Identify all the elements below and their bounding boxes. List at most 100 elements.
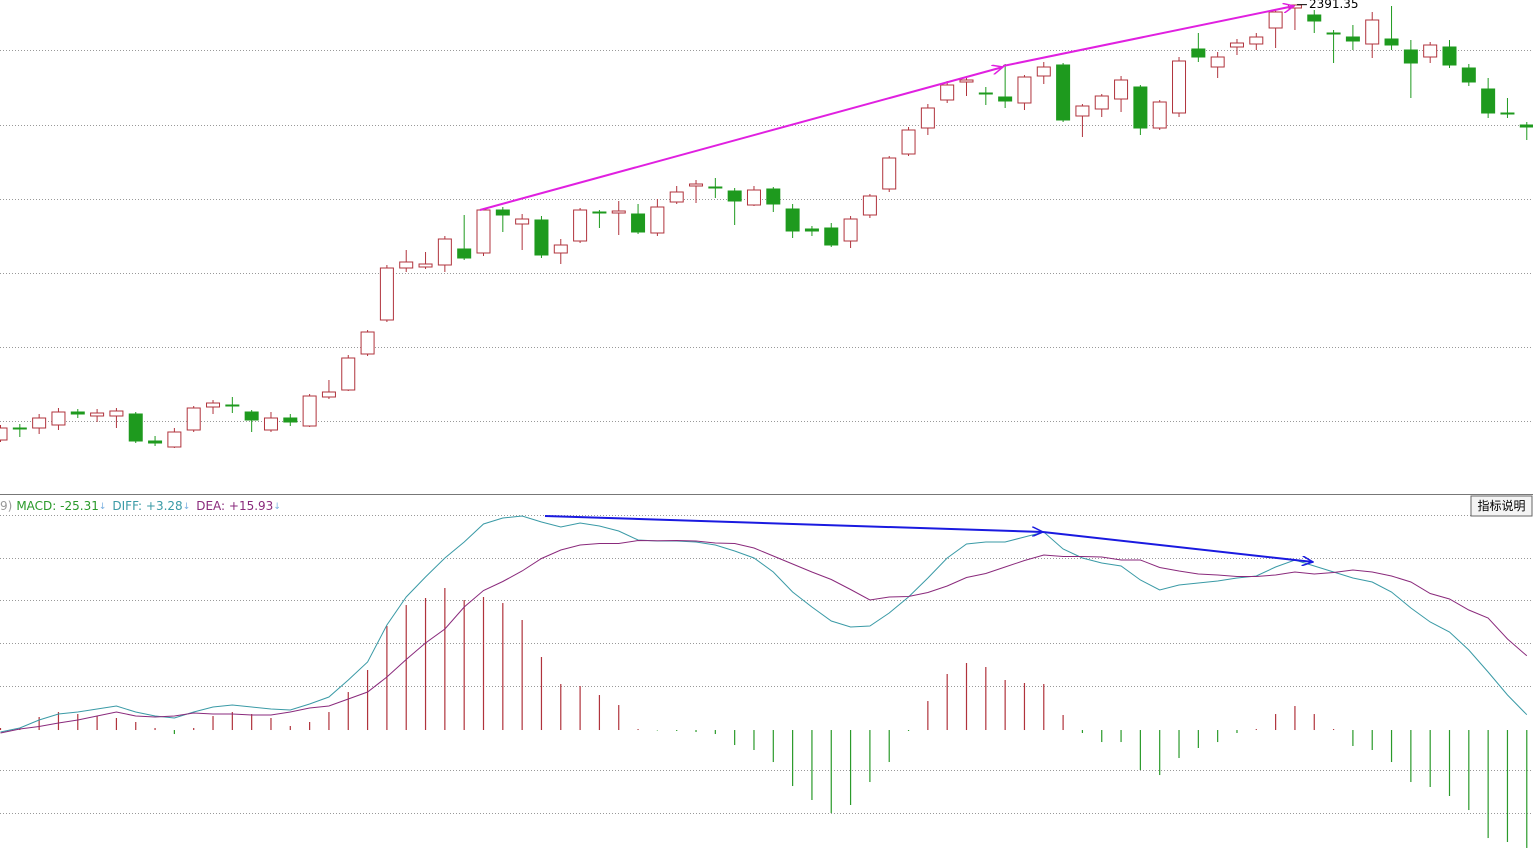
candle-body (167, 431, 182, 448)
button-frame[interactable] (1470, 495, 1533, 517)
divergence-arrow (1042, 531, 1313, 562)
candle-body (592, 211, 607, 214)
candle-body (1172, 60, 1187, 114)
candle-body (418, 263, 433, 268)
candle-body (1017, 76, 1032, 104)
candle-body (90, 412, 105, 417)
candle-body (495, 209, 510, 216)
header-arrow: ↓ (99, 502, 107, 512)
candle-body (804, 228, 819, 232)
candle-body (882, 157, 897, 190)
candle-body (1036, 66, 1051, 77)
candle-body (128, 413, 143, 442)
candle-body (341, 357, 356, 391)
candle-body (1191, 48, 1206, 58)
candle-body (1365, 19, 1380, 45)
candle-body (1056, 64, 1071, 121)
candle-body (766, 188, 781, 205)
high-label: 2391.35 (1309, 0, 1359, 11)
candle-body (1442, 46, 1457, 66)
candle-body (379, 267, 394, 321)
candle-body (650, 206, 665, 234)
candle-body (534, 219, 549, 256)
candle-body (727, 190, 742, 202)
candle-body (573, 209, 588, 242)
candle-body (360, 331, 375, 355)
candle-body (32, 417, 47, 429)
candle-body (669, 191, 684, 203)
candle-body (206, 402, 221, 408)
header-arrow: ↓ (183, 502, 191, 512)
candle-body (1461, 67, 1476, 83)
candle-body (186, 407, 201, 431)
candle-body (1345, 36, 1360, 42)
candle-body (940, 84, 955, 101)
candle-body (1403, 49, 1418, 64)
candle-body (1133, 86, 1148, 129)
candle-body (920, 107, 935, 129)
indicator-line (0, 539, 1528, 734)
candle-body (457, 248, 472, 259)
candle-body (302, 395, 317, 427)
candle-body (1094, 95, 1109, 110)
header-prefix: 9) (0, 499, 12, 513)
candle-body (1249, 36, 1264, 45)
divergence-arrow (544, 515, 1043, 532)
candle-body (1384, 38, 1399, 46)
trend-arrow (1002, 6, 1294, 67)
candle-body (1423, 44, 1438, 58)
candle-body (708, 186, 723, 189)
candle-body (476, 209, 491, 254)
candle-body (631, 213, 646, 233)
candle-body (862, 195, 877, 216)
grid (0, 50, 1533, 814)
candle-body (1229, 42, 1244, 48)
indicator-header: 9) MACD: -25.31↓ DIFF: +3.28↓ DEA: +15.93↓ (0, 499, 281, 513)
candle-body (1481, 88, 1496, 114)
candle-body (244, 411, 259, 421)
candle-body (1152, 101, 1167, 129)
candle-body (824, 227, 839, 246)
candle-body (689, 183, 704, 187)
candle-body (225, 404, 240, 407)
candle-body (51, 411, 66, 426)
candle-body (321, 391, 336, 398)
candle-body (437, 238, 452, 266)
trend-arrow (479, 67, 1003, 211)
candle-body (515, 218, 530, 225)
candle-body (785, 208, 800, 232)
candle-body (901, 129, 916, 155)
candle-body (611, 210, 626, 214)
candle-body (399, 261, 414, 269)
candle-body (148, 440, 163, 444)
candle-body (978, 92, 993, 95)
candle-body (746, 189, 761, 206)
candle-body (12, 427, 27, 430)
button-label[interactable]: 指标说明 (1477, 498, 1525, 513)
candle-body (1326, 32, 1341, 35)
candle-body (283, 417, 298, 423)
candle-body (1519, 124, 1533, 128)
candle-body (1307, 14, 1322, 22)
candle-body (553, 244, 568, 254)
candle-body (998, 96, 1013, 102)
header-item: DEA: +15.93 (196, 499, 273, 513)
header-item: MACD: -25.31 (16, 499, 99, 513)
candle-body (1268, 11, 1283, 29)
candle-body (1075, 105, 1090, 117)
candle-body (0, 427, 8, 441)
candle-body (843, 218, 858, 242)
header-item: DIFF: +3.28 (112, 499, 182, 513)
candle-body (1500, 112, 1515, 115)
candle-body (959, 79, 974, 83)
candle-body (109, 410, 124, 417)
indicator-line (0, 515, 1528, 733)
candle-body (263, 417, 278, 431)
candle-body (1114, 79, 1129, 100)
header-arrow: ↓ (273, 502, 281, 512)
indicator-help-button[interactable]: 指标说明 (1470, 495, 1533, 517)
candle-body (1210, 56, 1225, 68)
candle-body (70, 411, 85, 415)
